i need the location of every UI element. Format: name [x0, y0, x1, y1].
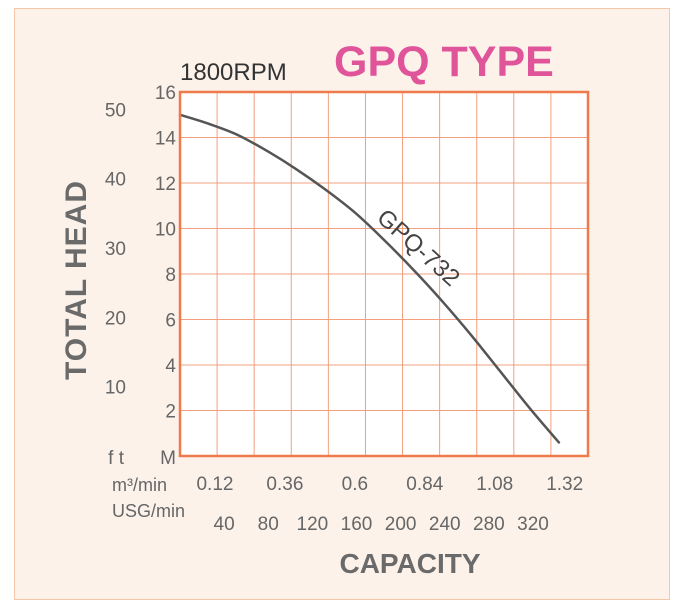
x-tick-label-m3: 0.84 [406, 474, 443, 495]
y-tick-label-ft: 50 [105, 100, 126, 121]
x-tick-label-m3: 1.08 [476, 474, 513, 495]
tick-labels: 2 4 6 8 10 12 14 16 M 10 20 30 40 50 f t m³/min 0.12 0.36… [105, 83, 583, 535]
y-tick-label-ft: 20 [105, 308, 126, 329]
type-title: GPQ TYPE [334, 38, 554, 86]
y-tick-label-m: 10 [155, 220, 176, 241]
x-tick-label-usg: 160 [341, 514, 373, 535]
y-axis-label: TOTAL HEAD [60, 180, 93, 380]
y-tick-label-m: 4 [165, 356, 176, 377]
x-unit-usg-label: USG/min [112, 501, 185, 521]
y-tick-label-m: 2 [165, 402, 176, 423]
y-tick-label-m: 16 [155, 83, 176, 104]
x-unit-m3-label: m³/min [112, 475, 167, 495]
x-tick-label-usg: 240 [429, 514, 461, 535]
grid-lines [180, 92, 588, 456]
plot-frame [178, 90, 590, 458]
x-axis-label: CAPACITY [339, 548, 480, 579]
series-line-gpq-732 [178, 113, 561, 444]
x-tick-label-m3: 1.32 [546, 474, 583, 495]
x-tick-label-usg: 40 [214, 514, 235, 535]
y-tick-label-m: 12 [155, 174, 176, 195]
y-tick-label-ft: 40 [105, 170, 126, 191]
x-tick-label-usg: 200 [385, 514, 417, 535]
x-tick-label-usg: 320 [517, 514, 549, 535]
y-tick-label-ft: 10 [105, 378, 126, 399]
y-unit-m-label: M [160, 448, 176, 469]
y-tick-label-m: 14 [155, 129, 177, 150]
x-tick-label-usg: 120 [297, 514, 329, 535]
y-unit-ft-label: f t [108, 448, 125, 469]
x-tick-label-m3: 0.12 [196, 474, 233, 495]
x-tick-label-m3: 0.6 [342, 474, 368, 495]
y-tick-label-m: 8 [165, 265, 176, 286]
x-tick-label-usg: 280 [473, 514, 505, 535]
x-tick-label-usg: 80 [258, 514, 279, 535]
x-tick-label-m3: 0.36 [266, 474, 303, 495]
y-tick-label-ft: 30 [105, 239, 126, 260]
y-tick-label-m: 6 [165, 311, 176, 332]
rpm-title: 1800RPM [180, 59, 287, 86]
